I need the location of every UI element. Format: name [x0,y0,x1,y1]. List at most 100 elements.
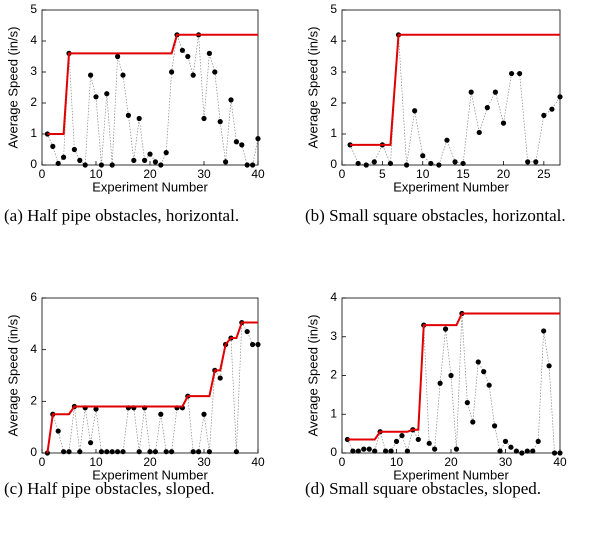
data-point [66,449,72,455]
data-point [426,440,432,446]
x-tick-label: 40 [251,455,265,469]
y-axis-label: Average Speed (in/s) [5,27,20,149]
data-point [169,69,175,75]
y-tick-label: 3 [30,64,37,78]
data-point [255,136,261,142]
data-point [428,160,434,167]
data-point [131,157,137,163]
data-point [120,449,126,455]
data-point [136,449,142,455]
data-point [147,151,153,157]
plot-frame [341,9,561,166]
data-point [355,160,361,167]
x-tick-label: 20 [444,455,458,469]
data-point [98,449,104,455]
x-tick-label: 25 [537,167,551,181]
y-tick-label: 1 [330,126,337,140]
data-point [492,89,499,95]
data-point [98,162,104,168]
y-axis-label: Average Speed (in/s) [305,315,320,437]
data-point [361,446,367,452]
data-point [190,72,196,78]
data-point [549,106,555,112]
x-tick-label: 40 [553,455,567,469]
y-tick-label: 2 [30,394,37,408]
y-tick-label: 0 [30,157,37,171]
data-point [250,341,256,348]
x-tick-label: 15 [456,167,470,181]
data-point [355,448,361,454]
y-tick-label: 1 [330,406,337,420]
data-point [497,448,503,454]
best-line [46,321,258,454]
x-axis-label: Experiment Number [92,467,208,482]
caption: (d) Small square obstacles, sloped. [305,479,542,498]
y-tick-label: 3 [330,329,337,343]
y-tick-label: 4 [330,290,337,304]
data-point [136,115,142,122]
data-point [55,428,61,434]
data-point [387,160,394,167]
data-point [93,94,99,100]
data-point [109,449,115,455]
data-point [535,438,541,444]
data-point [93,406,99,412]
caption: (b) Small square obstacles, horizontal. [305,206,566,225]
data-point [120,72,126,78]
data-point [533,159,539,165]
x-tick-label: 10 [416,167,430,181]
data-point [513,448,520,454]
data-point [206,449,212,455]
data-point [50,143,56,149]
data-point [179,47,185,53]
data-point [233,139,239,145]
y-tick-label: 0 [30,445,37,459]
data-point [366,446,372,452]
data-point [77,449,83,455]
data-point [104,449,110,455]
x-tick-label: 0 [339,167,346,181]
x-tick-label: 10 [89,167,103,181]
data-point [255,341,261,348]
x-axis-label: Experiment Number [92,179,208,194]
data-point [444,137,450,143]
data-point [508,70,515,77]
connector-line [47,321,258,454]
y-tick-label: 5 [30,2,37,16]
data-point [142,157,148,163]
data-point [201,115,207,122]
data-point [125,112,131,118]
data-point [185,53,191,60]
data-point [371,159,377,165]
data-point [250,162,256,168]
data-point [517,70,523,77]
data-point [201,411,207,417]
data-point [557,450,563,456]
data-point [453,446,460,452]
data-point [481,369,487,375]
plot-frame [41,297,259,454]
data-point [551,450,558,456]
data-point [147,449,153,455]
x-tick-label: 10 [89,455,103,469]
x-tick-label: 30 [197,455,211,469]
y-tick-label: 6 [30,290,37,304]
data-point [372,448,378,454]
y-tick-label: 5 [330,2,337,16]
y-tick-label: 2 [330,95,337,109]
y-tick-label: 3 [330,64,337,78]
data-point [104,91,110,97]
x-tick-label: 30 [197,167,211,181]
data-point [475,359,481,365]
plot-frame [41,9,259,166]
x-tick-label: 20 [143,167,157,181]
data-point [541,112,547,118]
data-point [163,449,169,455]
data-point [350,448,356,454]
data-point [557,94,563,100]
data-point [158,162,164,168]
data-point [88,440,94,446]
data-point [546,363,552,369]
data-point [71,146,77,153]
